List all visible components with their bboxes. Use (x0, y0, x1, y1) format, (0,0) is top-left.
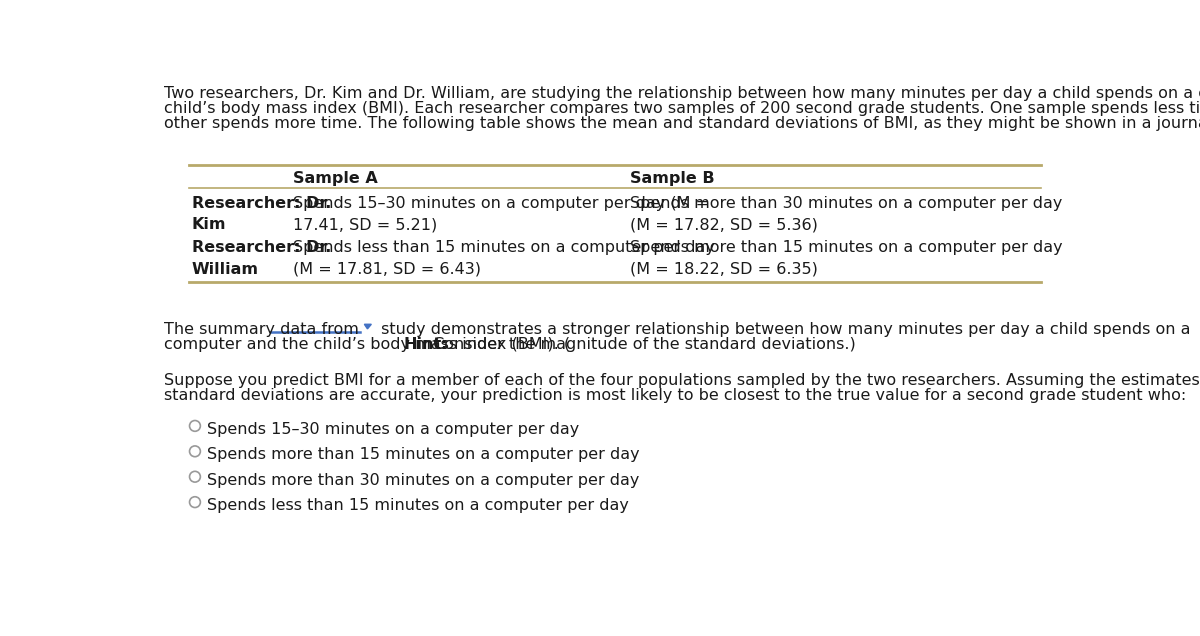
Text: The summary data from: The summary data from (164, 322, 364, 337)
Text: 17.41, SD = 5.21): 17.41, SD = 5.21) (293, 218, 438, 232)
Text: Suppose you predict BMI for a member of each of the four populations sampled by : Suppose you predict BMI for a member of … (164, 373, 1200, 388)
Text: Sample B: Sample B (630, 171, 715, 186)
Text: Spends less than 15 minutes on a computer per day: Spends less than 15 minutes on a compute… (293, 240, 715, 255)
Text: Spends more than 15 minutes on a computer per day: Spends more than 15 minutes on a compute… (630, 240, 1063, 255)
Text: Sample A: Sample A (293, 171, 378, 186)
Text: Spends less than 15 minutes on a computer per day: Spends less than 15 minutes on a compute… (208, 498, 629, 513)
Text: other spends more time. The following table shows the mean and standard deviatio: other spends more time. The following ta… (164, 116, 1200, 132)
Text: Kim: Kim (192, 218, 227, 232)
Text: Spends more than 30 minutes on a computer per day: Spends more than 30 minutes on a compute… (208, 473, 640, 488)
Text: Spends 15–30 minutes on a computer per day: Spends 15–30 minutes on a computer per d… (208, 422, 580, 437)
Text: Spends more than 30 minutes on a computer per day: Spends more than 30 minutes on a compute… (630, 196, 1063, 211)
Text: computer and the child’s body mass index (BMI). (: computer and the child’s body mass index… (164, 337, 570, 352)
Text: Two researchers, Dr. Kim and Dr. William, are studying the relationship between : Two researchers, Dr. Kim and Dr. William… (164, 86, 1200, 100)
Text: Researcher: Dr.: Researcher: Dr. (192, 196, 331, 211)
Text: Spends 15–30 minutes on a computer per day (M =: Spends 15–30 minutes on a computer per d… (293, 196, 709, 211)
Polygon shape (365, 324, 371, 329)
Text: standard deviations are accurate, your prediction is most likely to be closest t: standard deviations are accurate, your p… (164, 388, 1187, 403)
Text: Hint:: Hint: (403, 337, 448, 352)
Text: Researcher: Dr.: Researcher: Dr. (192, 240, 331, 255)
Text: child’s body mass index (BMI). Each researcher compares two samples of 200 secon: child’s body mass index (BMI). Each rese… (164, 101, 1200, 116)
Text: (M = 18.22, SD = 6.35): (M = 18.22, SD = 6.35) (630, 262, 818, 277)
Text: (M = 17.82, SD = 5.36): (M = 17.82, SD = 5.36) (630, 218, 818, 232)
Text: Spends more than 15 minutes on a computer per day: Spends more than 15 minutes on a compute… (208, 448, 640, 462)
Text: study demonstrates a stronger relationship between how many minutes per day a ch: study demonstrates a stronger relationsh… (376, 322, 1190, 337)
Text: Consider the magnitude of the standard deviations.): Consider the magnitude of the standard d… (427, 337, 856, 352)
Text: William: William (192, 262, 259, 277)
Text: (M = 17.81, SD = 6.43): (M = 17.81, SD = 6.43) (293, 262, 481, 277)
